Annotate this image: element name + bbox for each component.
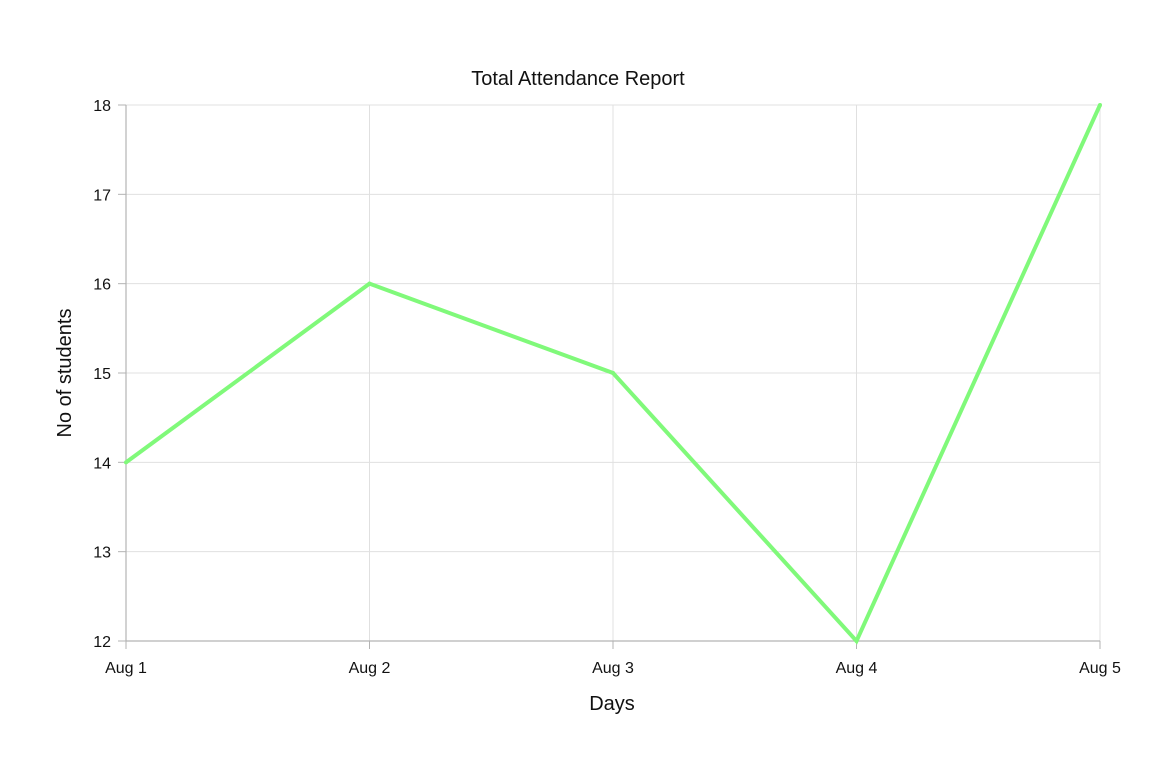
tick-label-layer: 12 13 14 15 16 17 18 Aug 1 Aug 2 Aug 3 Aug 4 Aug 5 xyxy=(93,98,1121,677)
x-tick-label: Aug 5 xyxy=(1079,660,1121,677)
x-axis-title: Days xyxy=(589,693,635,715)
data-point xyxy=(611,371,615,375)
chart-title: Total Attendance Report xyxy=(471,68,685,90)
data-point xyxy=(854,639,859,643)
y-tick-label: 17 xyxy=(93,187,111,204)
y-tick-label: 16 xyxy=(93,277,111,294)
y-tick-label: 13 xyxy=(93,545,111,562)
x-tick-label: Aug 3 xyxy=(592,660,634,677)
grid-layer xyxy=(125,104,1101,642)
y-tick-label: 15 xyxy=(93,366,111,383)
data-point xyxy=(367,281,372,286)
y-tick-label: 18 xyxy=(93,98,111,115)
y-axis-title: No of students xyxy=(54,309,76,438)
x-tick-label: Aug 1 xyxy=(105,660,147,677)
data-point xyxy=(124,460,128,465)
series-layer xyxy=(124,103,1102,645)
axis-layer xyxy=(118,104,1101,649)
y-tick-label: 12 xyxy=(93,634,111,651)
x-tick-label: Aug 4 xyxy=(836,660,878,677)
y-tick-label: 14 xyxy=(93,455,111,472)
data-point xyxy=(1098,103,1102,107)
x-tick-label: Aug 2 xyxy=(349,660,391,677)
